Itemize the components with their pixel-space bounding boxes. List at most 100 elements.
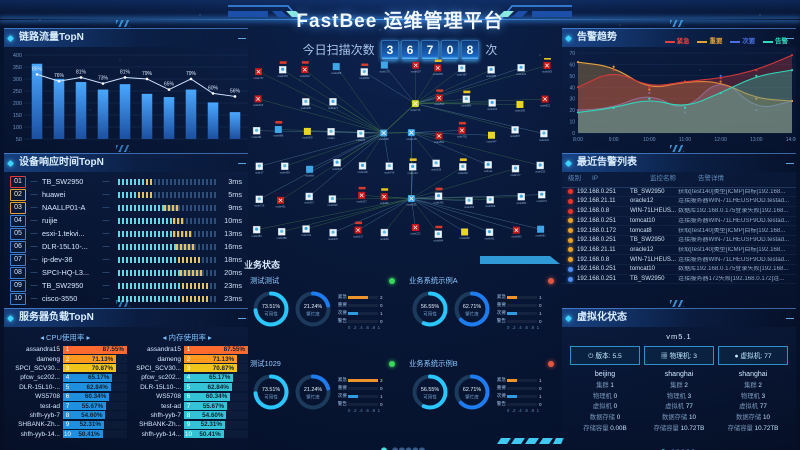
svg-text:node937: node937 bbox=[328, 237, 339, 241]
svg-text:node859: node859 bbox=[485, 204, 496, 208]
svg-text:node432: node432 bbox=[408, 171, 419, 175]
svg-text:400: 400 bbox=[13, 53, 22, 59]
svg-text:node17: node17 bbox=[255, 171, 264, 175]
svg-text:65%: 65% bbox=[164, 82, 175, 88]
svg-text:node740: node740 bbox=[384, 170, 395, 174]
svg-text:node893: node893 bbox=[516, 201, 527, 205]
svg-text:node861: node861 bbox=[536, 233, 547, 237]
svg-text:node509: node509 bbox=[302, 136, 313, 140]
svg-text:node1: node1 bbox=[327, 136, 335, 140]
svg-text:繁忙度: 繁忙度 bbox=[306, 394, 320, 401]
svg-text:node138: node138 bbox=[357, 170, 368, 174]
svg-text:node726: node726 bbox=[254, 204, 265, 208]
svg-text:14:00: 14:00 bbox=[786, 137, 796, 143]
svg-text:node917: node917 bbox=[304, 201, 315, 205]
svg-text:62.71%: 62.71% bbox=[463, 304, 481, 310]
svg-text:node228: node228 bbox=[431, 168, 442, 172]
svg-text:9:00: 9:00 bbox=[609, 137, 619, 143]
svg-text:node864: node864 bbox=[433, 238, 444, 242]
svg-text:200: 200 bbox=[13, 101, 22, 107]
svg-text:81%: 81% bbox=[76, 69, 87, 75]
svg-text:40: 40 bbox=[569, 85, 575, 91]
svg-text:node177: node177 bbox=[510, 173, 521, 177]
svg-text:73%: 73% bbox=[98, 76, 109, 82]
svg-text:30: 30 bbox=[569, 97, 575, 103]
svg-text:node490: node490 bbox=[280, 170, 291, 174]
svg-text:node277: node277 bbox=[328, 106, 339, 110]
svg-text:node867: node867 bbox=[510, 134, 521, 138]
svg-text:node854: node854 bbox=[434, 140, 445, 144]
svg-text:可用性: 可用性 bbox=[264, 311, 278, 318]
svg-text:node56: node56 bbox=[380, 237, 389, 241]
svg-text:73.51%: 73.51% bbox=[262, 387, 280, 393]
svg-text:56.55%: 56.55% bbox=[421, 304, 439, 310]
svg-text:node237: node237 bbox=[353, 234, 364, 238]
svg-text:node792: node792 bbox=[457, 135, 468, 139]
svg-text:85%: 85% bbox=[32, 66, 43, 72]
svg-text:node732: node732 bbox=[301, 233, 312, 237]
svg-text:12:00: 12:00 bbox=[714, 137, 727, 143]
svg-text:node574: node574 bbox=[537, 199, 548, 203]
svg-text:79%: 79% bbox=[142, 71, 153, 77]
svg-text:node401: node401 bbox=[276, 205, 287, 209]
svg-text:node907: node907 bbox=[411, 70, 422, 74]
svg-text:繁忙度: 繁忙度 bbox=[465, 394, 479, 401]
svg-text:76%: 76% bbox=[54, 73, 65, 79]
svg-text:node715: node715 bbox=[410, 108, 421, 112]
svg-text:可用性: 可用性 bbox=[264, 394, 278, 401]
svg-text:20: 20 bbox=[569, 108, 575, 114]
svg-text:node163: node163 bbox=[464, 205, 475, 209]
svg-text:node347: node347 bbox=[486, 139, 497, 143]
svg-text:node485: node485 bbox=[486, 74, 497, 78]
svg-text:node554: node554 bbox=[434, 102, 445, 106]
svg-text:250: 250 bbox=[13, 89, 22, 95]
svg-text:56.55%: 56.55% bbox=[421, 387, 439, 393]
svg-text:62.71%: 62.71% bbox=[463, 387, 481, 393]
svg-text:79%: 79% bbox=[186, 71, 197, 77]
svg-text:60: 60 bbox=[569, 62, 575, 68]
svg-text:node491: node491 bbox=[252, 135, 263, 139]
svg-text:21.24%: 21.24% bbox=[304, 304, 322, 310]
svg-text:繁忙度: 繁忙度 bbox=[306, 311, 320, 318]
svg-text:node250: node250 bbox=[535, 170, 546, 174]
svg-text:node884: node884 bbox=[461, 103, 472, 107]
svg-text:node561: node561 bbox=[484, 236, 495, 240]
svg-text:70: 70 bbox=[569, 51, 575, 57]
svg-text:node615: node615 bbox=[253, 103, 264, 107]
svg-text:node822: node822 bbox=[300, 74, 311, 78]
svg-text:10: 10 bbox=[569, 120, 575, 126]
svg-text:100: 100 bbox=[13, 125, 22, 131]
svg-text:node572: node572 bbox=[332, 167, 343, 171]
svg-text:node317: node317 bbox=[357, 200, 368, 204]
svg-text:8:00: 8:00 bbox=[573, 137, 583, 143]
svg-text:node11: node11 bbox=[484, 169, 493, 173]
svg-text:繁忙度: 繁忙度 bbox=[465, 311, 479, 318]
svg-text:node222: node222 bbox=[539, 138, 550, 142]
svg-text:150: 150 bbox=[13, 113, 22, 119]
svg-text:node583: node583 bbox=[542, 70, 553, 74]
svg-text:node235: node235 bbox=[406, 203, 417, 207]
svg-text:node289: node289 bbox=[252, 234, 263, 238]
svg-text:50: 50 bbox=[16, 137, 22, 143]
svg-text:50: 50 bbox=[569, 74, 575, 80]
svg-text:10:00: 10:00 bbox=[643, 137, 656, 143]
svg-text:node66: node66 bbox=[305, 173, 314, 177]
svg-text:13:00: 13:00 bbox=[750, 137, 763, 143]
svg-text:node959: node959 bbox=[460, 236, 471, 240]
svg-text:可用性: 可用性 bbox=[423, 394, 437, 401]
svg-text:21.24%: 21.24% bbox=[304, 387, 322, 393]
svg-text:350: 350 bbox=[13, 65, 22, 71]
svg-text:node986: node986 bbox=[273, 134, 284, 138]
svg-text:node224: node224 bbox=[516, 72, 527, 76]
svg-text:node683: node683 bbox=[511, 234, 522, 238]
svg-text:node223: node223 bbox=[410, 232, 421, 236]
svg-text:node747: node747 bbox=[253, 76, 264, 80]
svg-text:可用性: 可用性 bbox=[423, 311, 437, 318]
svg-text:node342: node342 bbox=[433, 200, 444, 204]
svg-text:300: 300 bbox=[13, 77, 22, 83]
svg-text:node83: node83 bbox=[380, 201, 389, 205]
svg-text:node662: node662 bbox=[359, 76, 370, 80]
svg-text:56%: 56% bbox=[230, 88, 241, 94]
svg-text:81%: 81% bbox=[120, 69, 131, 75]
svg-text:60%: 60% bbox=[208, 85, 219, 91]
